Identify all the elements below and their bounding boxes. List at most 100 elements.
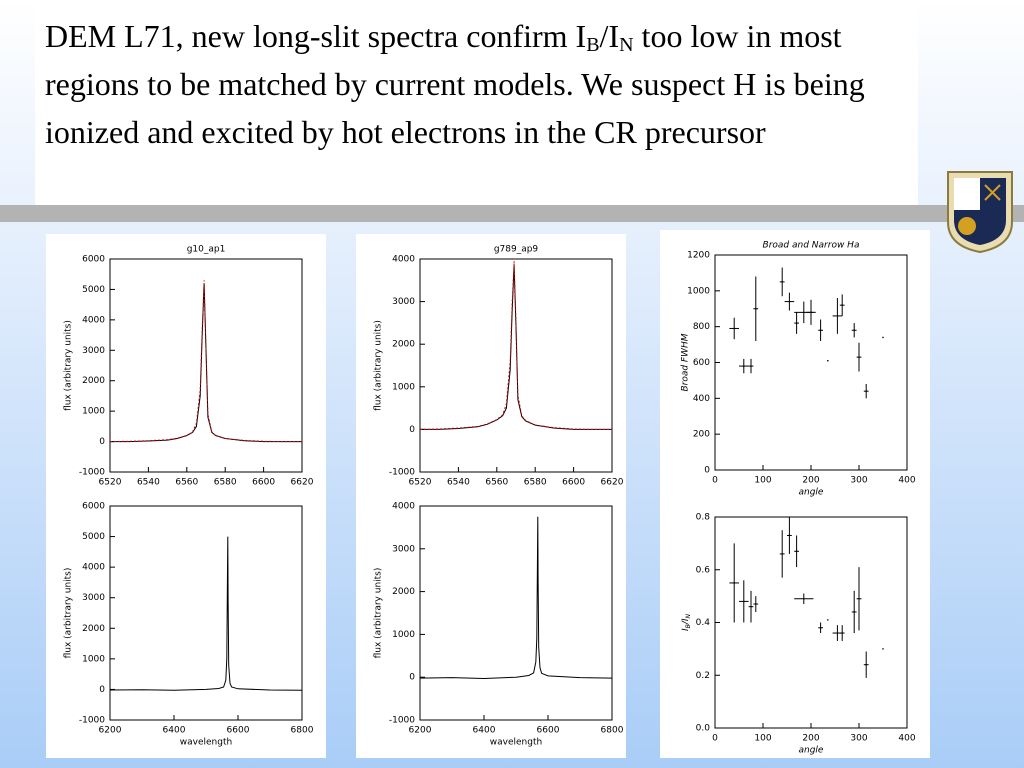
x-tick-label: 6560 [485, 478, 508, 488]
y-tick-label: 0 [704, 466, 710, 476]
point [803, 311, 805, 314]
y-tick-label: 5000 [82, 285, 105, 295]
title-text: too low in most regions to be matched by… [45, 18, 865, 150]
panel [660, 230, 930, 758]
spectrum-line [109, 280, 302, 443]
point [882, 648, 884, 650]
x-tick-label: 6600 [227, 726, 250, 736]
y-tick-label: 0 [409, 425, 415, 435]
y-tick-label: 3000 [392, 544, 415, 554]
x-tick-label: 100 [754, 734, 771, 744]
y-axis-label: flux (arbitrary units) [374, 320, 384, 411]
y-axis-label: flux (arbitrary units) [64, 568, 74, 659]
y-tick-label: 5000 [82, 532, 105, 542]
point [788, 300, 791, 303]
y-label-part: B [685, 624, 692, 628]
point [841, 304, 843, 306]
point [819, 626, 822, 629]
x-tick-label: 6620 [601, 478, 624, 488]
y-tick-label: 1000 [392, 630, 415, 640]
title-text: DEM L71, new long-slit spectra confirm I [45, 18, 587, 54]
plot-frame [109, 505, 303, 721]
point [836, 632, 839, 634]
x-tick-label: 6600 [252, 478, 275, 488]
logo [947, 171, 1013, 254]
point [882, 336, 884, 339]
y-tick-label: 6000 [82, 502, 105, 512]
y-tick-label: 0 [409, 673, 415, 683]
y-label-part: N [685, 614, 692, 619]
point [819, 329, 822, 332]
x-tick-label: 6580 [524, 478, 547, 488]
point [733, 582, 735, 584]
y-tick-label: 2000 [392, 340, 415, 350]
y-axis-label: IB/IN [681, 614, 693, 631]
y-tick-label: 4000 [82, 563, 105, 573]
x-axis-label: angle [799, 488, 824, 498]
x-tick-label: 6600 [537, 726, 560, 736]
y-tick-label: 0.6 [696, 565, 711, 575]
point [733, 327, 735, 330]
chart-title: g10_ap1 [187, 245, 226, 255]
y-axis-label: flux (arbitrary units) [374, 568, 384, 659]
point [853, 329, 855, 332]
point [858, 356, 860, 358]
point [750, 605, 752, 608]
y-tick-label: 0 [99, 437, 105, 447]
slide-title: DEM L71, new long-slit spectra confirm I… [45, 12, 915, 156]
x-tick-label: 6400 [163, 726, 186, 736]
x-tick-label: 6200 [409, 726, 432, 736]
point [865, 663, 867, 666]
y-tick-label: 3000 [392, 297, 415, 307]
title-box: DEM L71, new long-slit spectra confirm I… [35, 0, 918, 205]
y-axis-label: flux (arbitrary units) [64, 320, 74, 411]
y-tick-label: 4000 [392, 255, 415, 265]
y-tick-label: 600 [693, 358, 710, 368]
x-tick-label: 6520 [99, 478, 122, 488]
y-tick-label: 4000 [392, 502, 415, 512]
point [743, 365, 745, 367]
point [795, 322, 798, 324]
x-tick-label: 300 [850, 734, 867, 744]
point [810, 311, 812, 314]
x-tick-label: 6400 [473, 726, 496, 736]
y-tick-label: 1000 [82, 654, 105, 664]
point [743, 600, 745, 603]
y-tick-label: -1000 [79, 468, 105, 478]
point [827, 619, 829, 621]
y-tick-label: 0.4 [696, 618, 711, 628]
point [858, 597, 860, 600]
x-axis-label: wavelength [180, 738, 232, 748]
x-tick-label: 6800 [291, 726, 314, 736]
spectrum-line [419, 261, 612, 430]
panel [356, 234, 626, 758]
x-tick-label: 6600 [562, 478, 585, 488]
point [841, 632, 843, 634]
y-tick-label: 3000 [82, 346, 105, 356]
x-tick-label: 300 [850, 476, 867, 486]
x-tick-label: 200 [802, 476, 819, 486]
plot-frame [419, 258, 613, 473]
x-tick-label: 200 [802, 734, 819, 744]
y-tick-label: 0.0 [696, 724, 711, 734]
title-sub: N [619, 34, 634, 56]
y-tick-label: 200 [693, 430, 710, 440]
y-tick-label: -1000 [389, 716, 415, 726]
y-tick-label: 0 [99, 685, 105, 695]
plot-frame [109, 258, 303, 473]
point [803, 597, 805, 600]
y-tick-label: 800 [693, 322, 710, 332]
y-label-part: I [681, 628, 691, 631]
chart-title: Broad and Narrow Ha [763, 241, 860, 251]
x-tick-label: 6520 [409, 478, 432, 488]
y-tick-label: 2000 [392, 587, 415, 597]
point [865, 390, 867, 392]
point [827, 359, 829, 362]
y-tick-label: 1200 [687, 251, 710, 261]
y-tick-label: 1000 [82, 407, 105, 417]
point [788, 534, 791, 537]
point [853, 611, 855, 613]
x-tick-label: 100 [754, 476, 771, 486]
